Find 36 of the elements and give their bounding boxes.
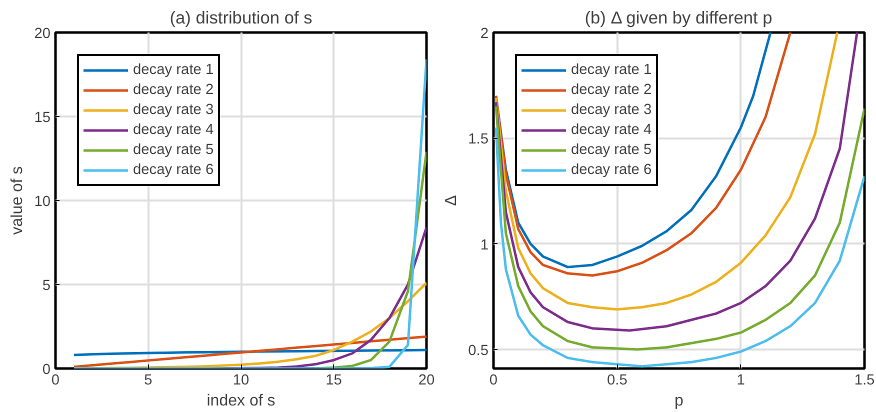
chart-title: (a) distribution of s: [170, 8, 313, 28]
y-tick-label: 0.5: [468, 342, 488, 359]
y-axis-title: value of s: [9, 166, 26, 235]
x-axis-title: index of s: [206, 392, 276, 410]
y-tick-label: 0: [42, 362, 51, 378]
x-tick-label: 5: [144, 372, 152, 388]
legend-label: decay rate 6: [571, 162, 652, 178]
line-series: [72, 58, 426, 368]
y-tick-label: 2: [480, 26, 489, 42]
legend-label: decay rate 1: [133, 62, 214, 78]
legend-label: decay rate 5: [571, 142, 652, 158]
x-tick-label: 0.5: [606, 372, 628, 388]
x-tick-label: 1: [736, 372, 745, 388]
legend-label: decay rate 2: [571, 82, 652, 98]
legend-label: decay rate 3: [571, 102, 652, 118]
legend-label: decay rate 5: [133, 142, 214, 158]
line-series: [72, 335, 426, 368]
x-tick-label: 15: [326, 372, 342, 388]
x-tick-label: 10: [232, 372, 250, 388]
y-tick-label: 5: [42, 278, 51, 294]
y-tick-label: 1.5: [468, 132, 488, 148]
y-tick-label: 15: [34, 110, 51, 126]
legend-label: decay rate 2: [133, 82, 214, 98]
chart-title: (b) Δ given by different p: [584, 8, 772, 28]
x-axis-title: p: [674, 392, 684, 410]
y-axis-title: Δ: [443, 194, 460, 206]
legend-label: decay rate 4: [571, 122, 652, 138]
y-tick-label: 10: [34, 194, 51, 210]
y-tick-label: 1: [480, 237, 489, 254]
legend-label: decay rate 4: [133, 122, 214, 138]
x-tick-label: 20: [418, 372, 435, 388]
x-tick-label: 1.5: [854, 372, 875, 388]
y-tick-label: 20: [34, 26, 51, 42]
legend-label: decay rate 6: [133, 162, 214, 178]
legend-label: decay rate 1: [571, 62, 652, 78]
legend-label: decay rate 3: [133, 102, 214, 118]
